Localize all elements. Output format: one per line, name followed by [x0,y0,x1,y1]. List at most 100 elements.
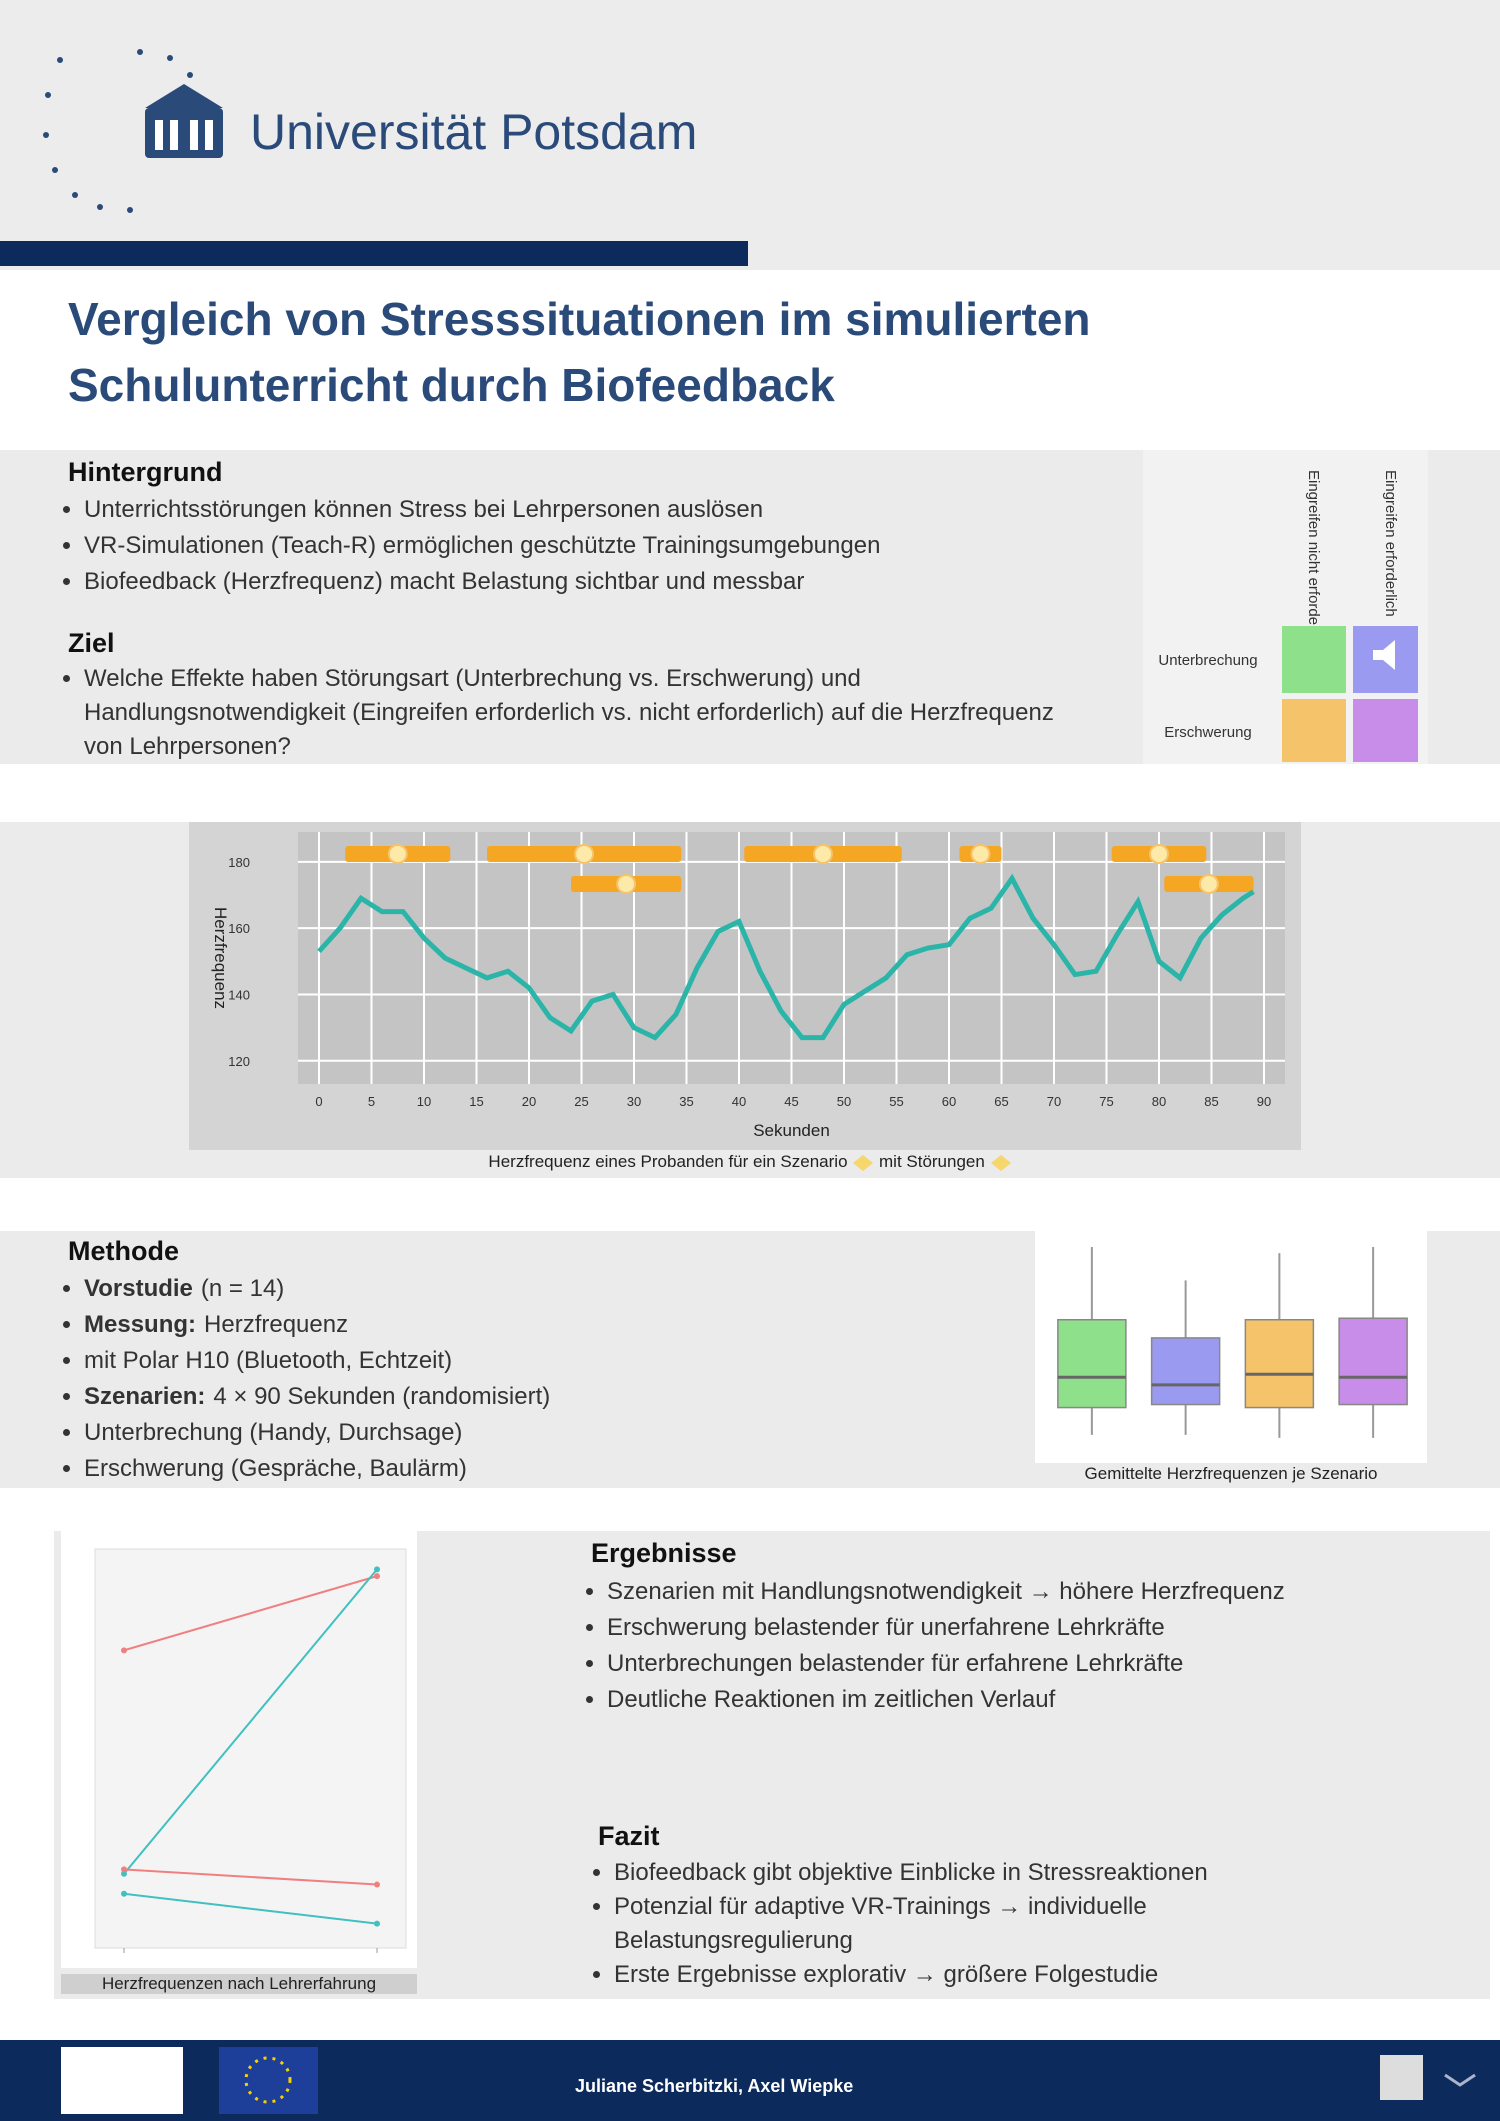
x-tick-label: 10 [417,1094,431,1109]
disturbance-marker [574,844,595,864]
bullet-list: Welche Effekte haben Störungsart (Unterb… [62,662,1094,764]
bullet: Erschwerung (Gespräche, Baulärm) [84,1451,984,1487]
x-tick-label: 25 [574,1094,588,1109]
bullet: Vorstudie (n = 14) [84,1271,984,1307]
box [1057,1318,1127,1409]
box-chart [1035,1231,1427,1463]
bullet-text: mit Polar H10 (Bluetooth, Echtzeit) [84,1347,453,1374]
bullet: Biofeedback (Herzfrequenz) macht Belastu… [84,564,1144,600]
bullet: Erschwerung belastender für unerfahrene … [607,1610,1467,1646]
bullet: mit Polar H10 (Bluetooth, Echtzeit) [84,1343,984,1379]
matrix-column-label: Eingreifen erforderlich [1382,470,1399,617]
disturbance-marker [387,844,408,864]
bullet-text: Erschwerung (Gespräche, Baulärm) [84,1455,467,1482]
caption: Herzfrequenzen nach Lehrerfahrung [61,1974,417,1994]
disturbance-marker [1198,874,1219,894]
icon [853,1154,874,1171]
caption-text: mit Störungen [879,1152,985,1171]
x-tick-label: 85 [1204,1094,1218,1109]
bullet-text: (n = 14) [200,1275,285,1302]
y-axis-label: Herzfrequenz [211,907,230,1009]
point [374,1566,380,1573]
point [374,1920,380,1927]
y-tick-label: 180 [228,855,250,870]
heading: Ergebnisse [591,1538,737,1568]
series-line [123,1868,378,1886]
series-line [123,1575,378,1652]
disturbance-marker [970,844,991,864]
x-tick-label: 0 [315,1094,322,1109]
authors: Juliane Scherbitzki, Axel Wiepke [575,2076,853,2096]
point [374,1573,380,1580]
x-tick-label: 90 [1257,1094,1271,1109]
heading: Hintergrund [68,457,223,487]
x-tick-label: 35 [679,1094,693,1109]
bullet: Welche Effekte haben Störungsart (Unterb… [84,662,1094,764]
series-line [123,1892,378,1925]
point [121,1647,127,1654]
bullet: Messung: Herzfrequenz [84,1307,984,1343]
point [121,1870,127,1877]
point [121,1890,127,1897]
box [1338,1317,1408,1406]
x-tick-label: 55 [889,1094,903,1109]
x-tick-label: 65 [994,1094,1008,1109]
bullet-text: 4 × 90 Sekunden (randomisiert) [213,1383,551,1410]
university-name: Universität Potsdam [250,104,697,160]
x-tick-label: 70 [1047,1094,1061,1109]
box [1150,1337,1221,1406]
title-line: Vergleich von Stresssituationen im simul… [68,293,1091,345]
bullet: VR-Simulationen (Teach-R) ermöglichen ge… [84,528,1144,564]
y-tick-label: 120 [228,1054,250,1069]
heading: Fazit [598,1821,660,1851]
x-tick-label: 50 [837,1094,851,1109]
disturbance-marker [1149,844,1169,864]
x-axis-label: Sekunden [753,1121,830,1140]
scenario-matrix: Eingreifen nicht erforderlich Eingreifen… [1143,450,1428,764]
point [374,1881,380,1888]
heading: Methode [68,1236,179,1266]
caption: Herzfrequenz eines Probanden für ein Sze… [300,1152,1200,1172]
x-tick-label: 40 [732,1094,746,1109]
disturbance-marker [616,874,637,894]
x-tick-label: 15 [469,1094,483,1109]
title-line: Schulunterricht durch Biofeedback [68,359,835,411]
x-tick-label: 80 [1152,1094,1166,1109]
x-tick-label: 75 [1099,1094,1113,1109]
bold-label: Szenarien: [84,1383,206,1410]
matrix-column-label: Eingreifen nicht erforderlich [1305,470,1322,653]
series-line [123,1568,378,1875]
x-tick-label: 60 [942,1094,956,1109]
heading: Ziel [68,628,115,658]
y-tick-label: 160 [228,921,250,936]
bullet-list: Szenarien mit Handlungsnotwendigkeit → h… [585,1574,1467,1718]
bullet-text: Herzfrequenz [204,1311,349,1338]
series-line [317,873,1255,1041]
bullet: Potenzial für adaptive VR-Trainings → in… [614,1890,1314,1958]
x-tick-label: 20 [522,1094,536,1109]
heart-rate-chart: 120 140 160 180 0 5 10 15 20 25 30 35 40 45 50 55 60 65 70… [189,822,1301,1150]
bullet: Deutliche Reaktionen im zeitlichen Verla… [607,1682,1467,1718]
point [121,1866,127,1873]
disturbance-marker [813,844,833,864]
bullet: Szenarien: 4 × 90 Sekunden (randomisiert) [84,1379,984,1415]
bullet: Szenarien mit Handlungsnotwendigkeit → h… [607,1574,1467,1610]
bullet-list: Unterrichtsstörungen können Stress bei L… [62,492,1144,600]
icon [990,1154,1011,1171]
bullet: Unterrichtsstörungen können Stress bei L… [84,492,1144,528]
bold-label: Messung: [84,1311,197,1338]
x-tick-label: 45 [784,1094,798,1109]
matrix-row-label: Unterbrechung [1158,652,1257,669]
x-tick-label: 5 [368,1094,375,1109]
caption: Gemittelte Herzfrequenzen je Szenario [1084,1464,1378,1483]
bullet: Unterbrechung (Handy, Durchsage) [84,1415,984,1451]
bullet-list: Biofeedback gibt objektive Einblicke in … [592,1856,1314,1992]
bullet: Biofeedback gibt objektive Einblicke in … [614,1856,1314,1890]
bold-label: Vorstudie [84,1275,193,1302]
experience-chart [61,1531,417,1968]
header [0,0,1500,270]
footer: Juliane Scherbitzki, Axel Wiepke [0,2040,1500,2121]
y-tick-label: 140 [228,987,250,1002]
x-tick-label: 30 [627,1094,641,1109]
